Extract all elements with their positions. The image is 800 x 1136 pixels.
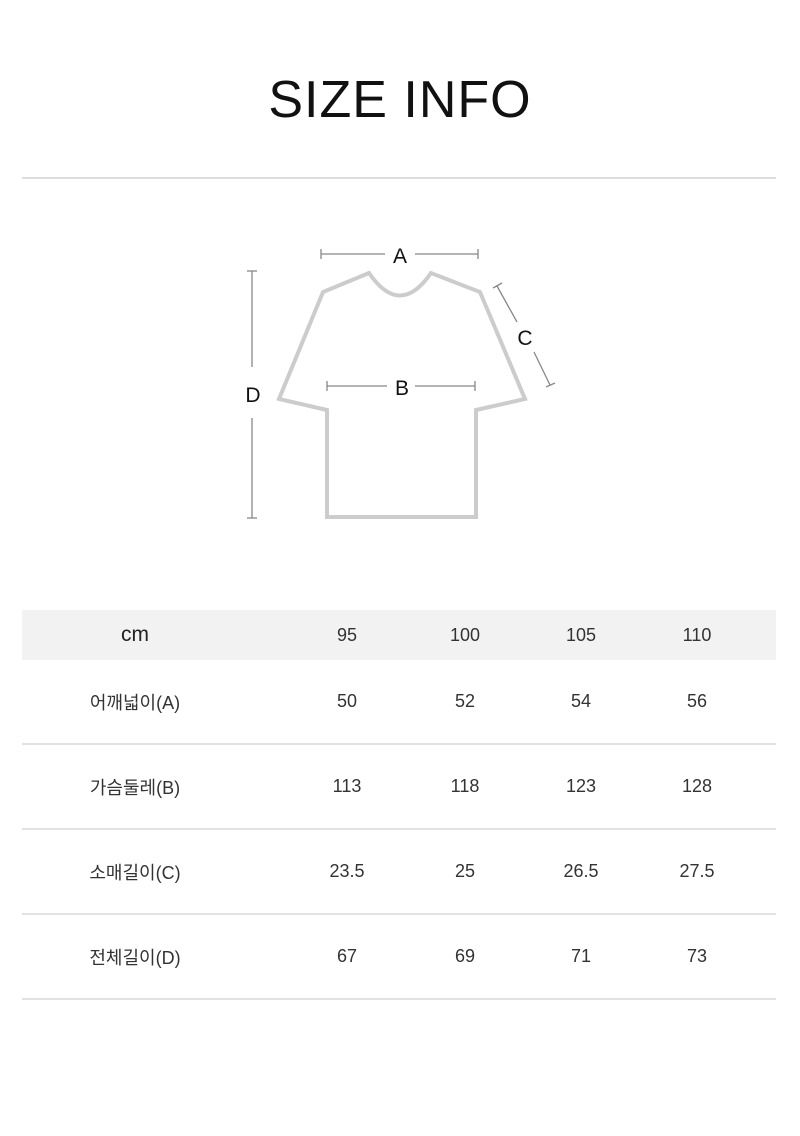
cell-value: 56 [686, 691, 708, 711]
cell-value: 113 [332, 776, 362, 796]
tshirt-size-diagram: A B C D [245, 245, 556, 519]
page-title: SIZE INFO [268, 71, 532, 129]
size-header: 110 [682, 624, 712, 645]
measure-line-b [326, 381, 476, 391]
cell-value: 25 [454, 861, 476, 881]
measure-line-d [247, 270, 257, 519]
cell-value: 27.5 [679, 861, 715, 881]
size-table: cm 95 100 105 110 어깨넓이(A) 50 52 54 56 가슴… [22, 610, 776, 1000]
cell-value: 128 [681, 776, 713, 796]
table-row: 가슴둘레(B) 113 118 123 128 [22, 745, 776, 830]
label-c: C [517, 327, 532, 350]
cell-value: 118 [450, 776, 480, 796]
tshirt-outline [276, 270, 528, 519]
row-label: 소매길이(C) [89, 862, 181, 883]
row-label: 어깨넓이(A) [89, 692, 181, 713]
cell-value: 23.5 [329, 861, 365, 881]
measure-line-a [320, 249, 479, 259]
cell-value: 69 [454, 946, 476, 966]
cell-value: 26.5 [563, 861, 599, 881]
divider [22, 177, 776, 179]
size-header: 95 [336, 624, 358, 645]
cell-value: 54 [570, 691, 592, 711]
label-d: D [245, 384, 260, 407]
cell-value: 50 [336, 691, 358, 711]
size-header: 105 [565, 624, 597, 645]
label-b: B [395, 377, 409, 400]
label-a: A [393, 245, 407, 268]
size-header: 100 [449, 624, 481, 645]
row-label: 전체길이(D) [89, 947, 181, 968]
table-row: 어깨넓이(A) 50 52 54 56 [22, 660, 776, 745]
cell-value: 71 [570, 946, 592, 966]
cell-value: 123 [565, 776, 597, 796]
table-row: 소매길이(C) 23.5 25 26.5 27.5 [22, 830, 776, 915]
cell-value: 52 [454, 691, 476, 711]
table-row: 전체길이(D) 67 69 71 73 [22, 915, 776, 1000]
row-label: 가슴둘레(B) [89, 777, 181, 798]
unit-label: cm [121, 623, 149, 646]
cell-value: 67 [336, 946, 358, 966]
measure-line-c [492, 282, 556, 388]
cell-value: 73 [686, 946, 708, 966]
table-header-row: cm 95 100 105 110 [22, 610, 776, 660]
